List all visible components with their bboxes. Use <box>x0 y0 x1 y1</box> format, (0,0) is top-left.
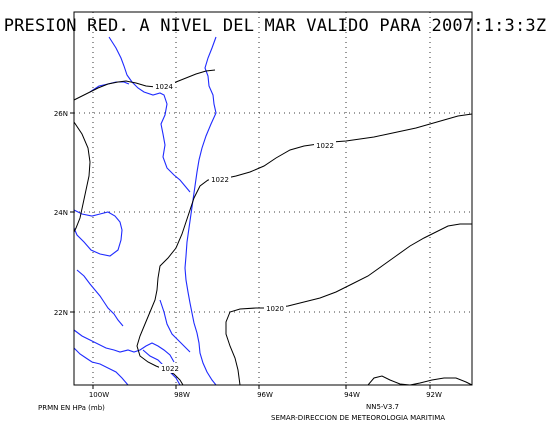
tick-marks <box>70 112 431 389</box>
contour-labels: 1024 1022 1022 1020 1022 <box>153 82 336 373</box>
agency-label: SEMAR-DIRECCION DE METEOROLOGIA MARITIMA <box>271 414 445 422</box>
lon-tick-label: 100W <box>89 391 109 399</box>
contour-label-1020: 1020 <box>266 305 284 313</box>
units-label: PRMN EN HPa (mb) <box>38 404 105 412</box>
lon-tick-label: 94W <box>344 391 360 399</box>
isobar-1024 <box>73 69 216 101</box>
isobar-1022-center <box>136 113 473 386</box>
lon-tick-label: 98W <box>174 391 190 399</box>
contour-label-1022-center: 1022 <box>211 176 229 184</box>
graticule <box>74 12 472 385</box>
lat-tick-label: 22N <box>54 309 68 317</box>
isobar-1020 <box>225 223 472 386</box>
contour-label-1022-south: 1022 <box>161 365 179 373</box>
isobars <box>73 69 473 386</box>
lon-axis: 100W 98W 96W 94W 92W <box>89 391 442 399</box>
isobar-1022-west <box>73 121 91 233</box>
model-label: NN5-V3.7 <box>366 403 399 411</box>
lat-tick-label: 24N <box>54 209 68 217</box>
lat-axis: 26N 24N 22N <box>54 110 68 317</box>
map-frame <box>73 11 473 386</box>
map-title: PRESION RED. A NIVEL DEL MAR VALIDO PARA… <box>4 16 547 36</box>
coastline <box>73 36 217 386</box>
lon-tick-label: 92W <box>426 391 442 399</box>
contour-label-1022-east: 1022 <box>316 142 334 150</box>
contour-label-1024: 1024 <box>155 83 173 91</box>
lat-tick-label: 26N <box>54 110 68 118</box>
lon-tick-label: 96W <box>257 391 273 399</box>
isobar-1020-south <box>367 375 473 386</box>
